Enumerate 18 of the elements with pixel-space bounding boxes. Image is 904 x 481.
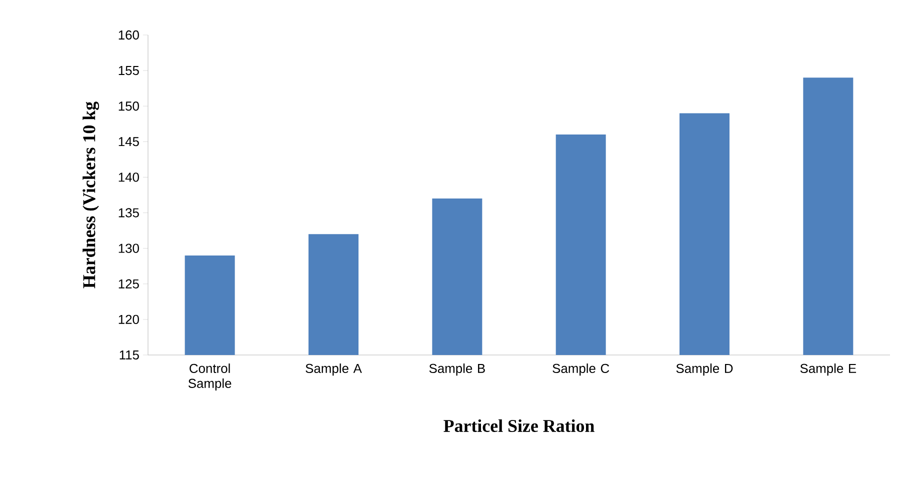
x-tick-label: Sample A [306, 364, 362, 376]
x-tick-label: Sample E [800, 364, 856, 376]
x-axis-title: Particel Size Ration [444, 419, 594, 432]
x-tick-label: Control Sample [188, 364, 232, 391]
y-tick-label: 125 [118, 279, 139, 288]
y-tick-label: 115 [120, 350, 139, 360]
y-axis-title: Hardness (Vickers 10 kg [82, 102, 100, 288]
x-tick-label: Sample B [429, 364, 485, 376]
y-tick-label: 120 [118, 314, 139, 324]
y-tick-label: 145 [118, 137, 139, 146]
y-tick-label: 135 [118, 208, 139, 218]
x-tick-label: Sample D [676, 364, 733, 376]
y-tick-label: 130 [118, 244, 139, 253]
y-tick-label: 160 [118, 30, 139, 40]
y-tick-label: 150 [118, 102, 139, 111]
y-tick-label: 155 [118, 66, 139, 76]
x-tick-label: Sample C [552, 364, 610, 376]
y-tick-label: 140 [118, 172, 139, 182]
